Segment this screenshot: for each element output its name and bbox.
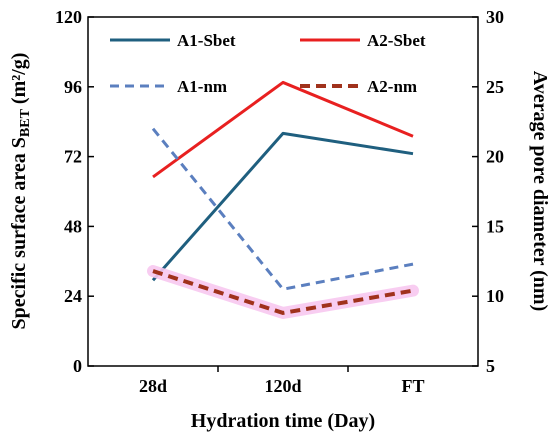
x-tick-label: 28d <box>139 376 167 396</box>
x-tick-label: FT <box>401 376 424 396</box>
legend-label-a1-sbet: A1-Sbet <box>177 31 236 50</box>
right-y-tick-label: 15 <box>486 216 504 236</box>
legend: A1-Sbet A2-Sbet A1-nm A2-nm <box>110 31 426 96</box>
right-y-axis-title: Average pore diameter (nm) <box>529 71 550 311</box>
left-y-axis-title-unit: (m²/g) <box>8 53 30 110</box>
left-y-axis-title: Specific surface area SBET (m²/g) <box>8 53 33 330</box>
x-tick-label: 120d <box>264 376 301 396</box>
series-line-a1-sbet <box>151 131 414 282</box>
right-y-tick-label: 5 <box>486 356 495 376</box>
legend-label-a1-nm: A1-nm <box>177 77 227 96</box>
left-y-axis-title-subscript: BET <box>18 108 33 137</box>
series-layer <box>147 80 419 319</box>
series-line-a2-sbet <box>152 80 414 179</box>
plot-area-frame <box>87 16 479 367</box>
right-y-tick-label: 25 <box>486 77 504 97</box>
series-line-a1-nm <box>151 127 414 291</box>
legend-label-a2-nm: A2-nm <box>367 77 417 96</box>
left-y-tick-label: 72 <box>64 147 82 167</box>
right-y-tick-label: 20 <box>486 147 504 167</box>
left-y-tick-label: 48 <box>64 216 82 236</box>
left-y-tick-label: 120 <box>55 7 82 27</box>
x-axis: 28d 120d FT <box>139 366 425 396</box>
left-y-tick-label: 96 <box>64 77 82 97</box>
left-y-tick-label: 0 <box>73 356 82 376</box>
series-line-a2-nm-glow <box>147 265 419 319</box>
left-y-axis: 0 24 48 72 96 120 <box>55 7 94 376</box>
left-y-axis-title-main: Specific surface area S <box>8 137 30 329</box>
right-y-tick-label: 10 <box>486 286 504 306</box>
legend-label-a2-sbet: A2-Sbet <box>367 31 426 50</box>
left-y-tick-label: 24 <box>64 286 82 306</box>
x-axis-title: Hydration time (Day) <box>191 410 375 432</box>
right-y-tick-label: 30 <box>486 7 504 27</box>
series-line-a2-nm <box>152 269 414 315</box>
right-y-axis: 5 10 15 20 25 30 <box>472 7 504 376</box>
